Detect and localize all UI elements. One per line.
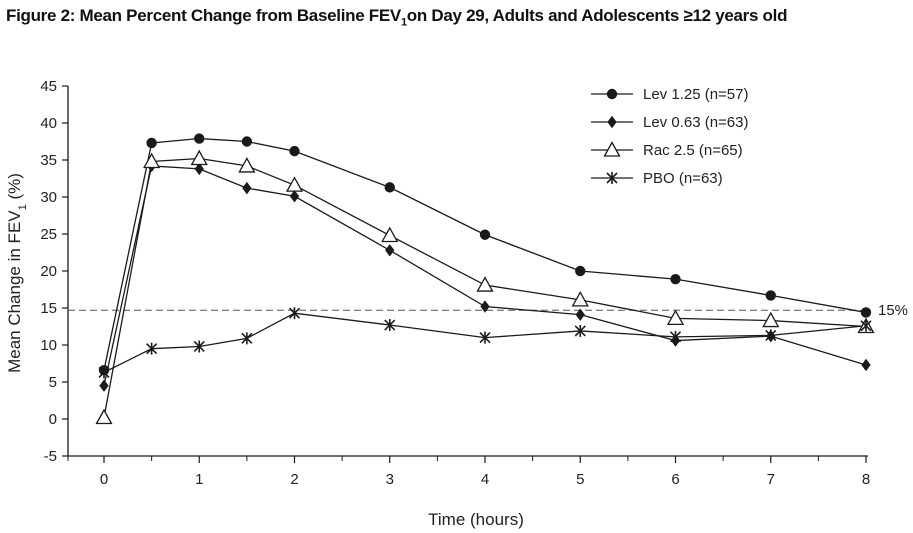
data-point-series-4 bbox=[384, 319, 396, 332]
data-point-series-3 bbox=[762, 311, 780, 328]
data-point-series-4 bbox=[479, 331, 491, 344]
data-point-series-3 bbox=[238, 157, 256, 173]
y-tick-label: 40 bbox=[40, 115, 57, 132]
data-point-series-2 bbox=[480, 300, 490, 313]
data-point-series-1 bbox=[289, 145, 300, 157]
data-point-series-1 bbox=[670, 273, 681, 285]
data-point-series-3 bbox=[190, 149, 208, 166]
y-axis-title: Mean Change in FEV1 (%) bbox=[5, 173, 29, 373]
x-tick-label: 8 bbox=[862, 471, 870, 488]
y-tick-label: 0 bbox=[49, 411, 57, 428]
y-tick-label: 35 bbox=[40, 152, 57, 169]
data-point-series-3 bbox=[476, 276, 494, 292]
data-point-series-4 bbox=[146, 342, 158, 355]
x-tick-label: 1 bbox=[195, 471, 203, 488]
data-point-series-3 bbox=[571, 291, 589, 307]
data-point-series-1 bbox=[241, 136, 253, 147]
data-point-series-2 bbox=[385, 244, 395, 257]
data-point-series-4 bbox=[669, 330, 682, 343]
data-point-series-1 bbox=[479, 229, 491, 240]
legend-label-2: Lev 0.63 (n=63) bbox=[643, 114, 749, 131]
legend-label-3: Rac 2.5 (n=65) bbox=[643, 142, 743, 159]
reference-line-label: 15% bbox=[878, 302, 908, 319]
figure-title: Figure 2: Mean Percent Change from Basel… bbox=[6, 6, 787, 28]
y-tick-label: 45 bbox=[40, 78, 57, 95]
y-tick-label: 5 bbox=[49, 374, 57, 391]
data-point-series-1 bbox=[860, 307, 872, 318]
data-point-series-4 bbox=[860, 319, 872, 332]
legend-marker-3 bbox=[603, 141, 621, 157]
x-tick-label: 5 bbox=[576, 471, 584, 488]
legend-label-4: PBO (n=63) bbox=[643, 170, 723, 187]
legend-marker-1 bbox=[606, 88, 618, 100]
data-point-series-1 bbox=[194, 133, 205, 144]
y-tick-label: 20 bbox=[40, 263, 57, 280]
y-tick-label: 10 bbox=[40, 337, 57, 354]
y-tick-label: -5 bbox=[44, 448, 57, 465]
x-tick-label: 2 bbox=[290, 471, 298, 488]
legend-marker-4 bbox=[606, 172, 618, 184]
data-point-series-2 bbox=[194, 162, 204, 176]
data-point-series-4 bbox=[241, 332, 253, 345]
data-point-series-3 bbox=[143, 152, 161, 169]
x-tick-label: 7 bbox=[767, 471, 775, 488]
data-point-series-1 bbox=[765, 290, 776, 301]
y-tick-label: 15 bbox=[40, 300, 57, 317]
data-point-series-4 bbox=[288, 307, 301, 320]
data-point-series-3 bbox=[666, 309, 685, 326]
legend-label-1: Lev 1.25 (n=57) bbox=[643, 86, 749, 103]
x-tick-label: 0 bbox=[100, 471, 108, 488]
data-point-series-4 bbox=[193, 340, 205, 353]
data-point-series-4 bbox=[765, 329, 777, 342]
y-tick-label: 30 bbox=[40, 189, 57, 206]
data-point-series-1 bbox=[575, 265, 586, 277]
data-point-series-3 bbox=[95, 408, 113, 425]
x-tick-label: 4 bbox=[481, 471, 489, 488]
x-tick-label: 6 bbox=[671, 471, 679, 488]
data-point-series-4 bbox=[574, 324, 586, 337]
x-axis-title: Time (hours) bbox=[428, 510, 524, 529]
y-tick-label: 25 bbox=[40, 226, 57, 243]
title-subscript: 1 bbox=[400, 16, 407, 29]
title-main: Figure 2: Mean Percent Change from Basel… bbox=[6, 6, 401, 25]
data-point-series-3 bbox=[381, 226, 399, 243]
title-rest: on Day 29, Adults and Adolescents ≥12 ye… bbox=[406, 6, 788, 25]
x-tick-label: 3 bbox=[386, 471, 394, 488]
data-point-series-2 bbox=[289, 190, 300, 203]
data-point-series-2 bbox=[99, 379, 109, 392]
legend-marker-2 bbox=[607, 115, 617, 129]
series-line-2 bbox=[103, 165, 867, 386]
data-point-series-2 bbox=[861, 358, 871, 372]
data-point-series-3 bbox=[285, 176, 304, 192]
data-point-series-1 bbox=[384, 182, 395, 193]
data-point-series-4 bbox=[98, 366, 110, 379]
data-point-series-2 bbox=[242, 181, 252, 195]
data-point-series-2 bbox=[575, 308, 585, 321]
data-point-series-1 bbox=[146, 137, 157, 149]
